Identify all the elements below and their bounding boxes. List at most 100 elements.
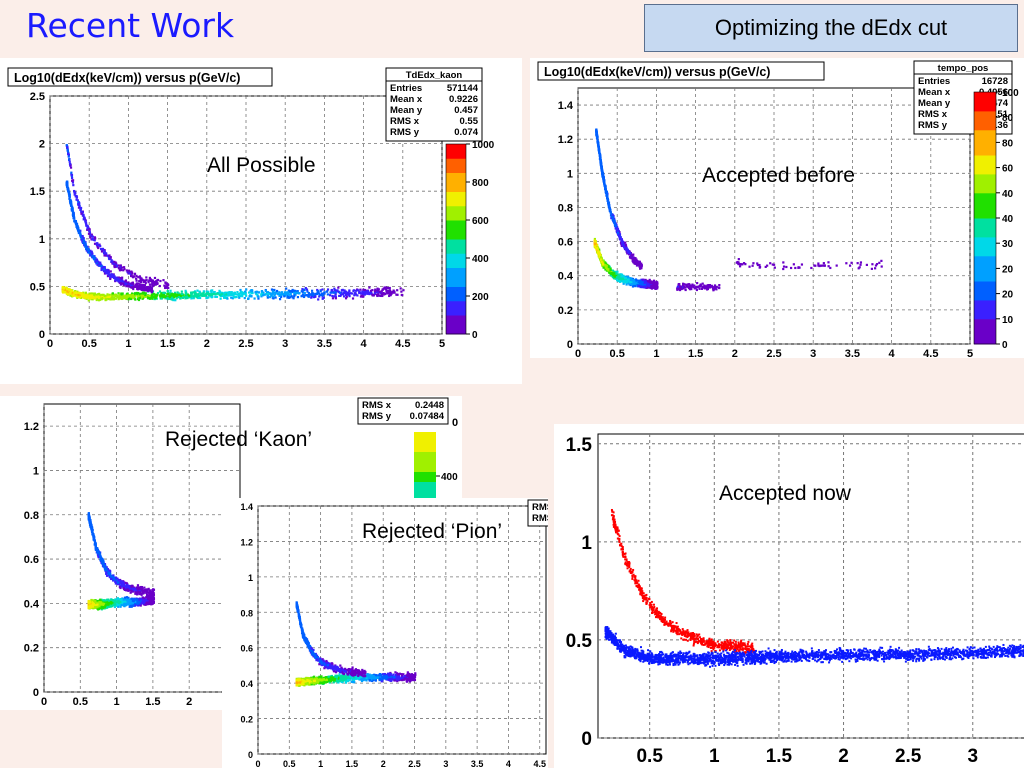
colorbar-segment xyxy=(446,220,466,226)
data-point xyxy=(159,294,162,297)
data-point xyxy=(212,292,215,296)
data-point xyxy=(73,190,76,193)
data-point xyxy=(627,251,630,254)
data-point xyxy=(396,293,399,296)
data-point xyxy=(623,276,627,280)
data-point xyxy=(140,277,143,280)
data-points xyxy=(61,144,405,302)
data-point xyxy=(196,289,199,292)
data-point xyxy=(348,295,351,298)
data-point xyxy=(758,263,761,267)
data-point xyxy=(126,270,129,274)
y-tick-label: 0 xyxy=(39,329,45,341)
data-point xyxy=(607,199,610,202)
data-point xyxy=(95,261,98,264)
data-point xyxy=(332,291,335,294)
data-point xyxy=(274,292,277,295)
x-tick-label: 3.5 xyxy=(845,348,860,358)
data-point xyxy=(230,291,233,294)
data-point xyxy=(140,288,143,291)
data-point xyxy=(619,241,623,244)
data-point xyxy=(290,290,293,293)
data-point xyxy=(638,282,641,285)
data-point xyxy=(283,295,286,298)
data-point xyxy=(106,275,110,278)
data-point xyxy=(100,297,103,300)
panel-accepted-before: 0 0.5 1 1.5 2 2.5 3 3.5 4 4.5 5 0 0.2 0.4 0.6 0.8 1 1.2 1.… xyxy=(530,58,1024,358)
data-point xyxy=(76,225,79,228)
data-point xyxy=(193,290,197,293)
data-point xyxy=(64,290,67,294)
data-point xyxy=(131,293,135,297)
data-point xyxy=(151,283,154,286)
data-point xyxy=(155,280,158,283)
colorbar-segment xyxy=(446,319,466,325)
data-point xyxy=(600,258,603,261)
data-point xyxy=(100,295,103,299)
data-point xyxy=(121,279,124,282)
data-point xyxy=(175,297,178,300)
data-point xyxy=(616,227,619,230)
y-tick-label: 0.6 xyxy=(558,237,573,249)
data-point xyxy=(70,200,73,204)
data-point xyxy=(695,285,698,289)
colorbar-tick-label: 40 xyxy=(1002,189,1014,200)
data-point xyxy=(627,278,630,281)
data-point xyxy=(98,294,102,297)
chart-accepted-before: 0 0.5 1 1.5 2 2.5 3 3.5 4 4.5 500.20.40.60.811.21.… xyxy=(537,60,1019,358)
data-point xyxy=(692,285,695,288)
data-point xyxy=(82,218,85,221)
data-point xyxy=(845,262,848,265)
colorbar-tick-label: 800 xyxy=(472,178,489,189)
data-point xyxy=(62,287,65,290)
data-point xyxy=(146,285,150,289)
data-point xyxy=(293,295,296,298)
data-point xyxy=(130,297,133,300)
data-point xyxy=(378,290,381,294)
data-point xyxy=(598,255,601,259)
data-point xyxy=(648,279,651,282)
data-point xyxy=(871,263,874,266)
data-point xyxy=(105,297,108,300)
data-point xyxy=(256,293,259,296)
data-point xyxy=(616,278,619,282)
data-point xyxy=(90,298,93,301)
data-point xyxy=(122,284,125,287)
y-tick-label: 2.5 xyxy=(30,91,45,103)
data-point xyxy=(649,283,652,286)
data-point xyxy=(143,295,146,298)
data-point xyxy=(306,290,309,293)
data-point xyxy=(326,293,329,296)
data-point xyxy=(176,294,180,297)
data-point xyxy=(149,288,152,291)
data-point xyxy=(68,162,72,166)
data-point xyxy=(711,287,715,290)
data-point xyxy=(878,261,881,264)
x-tick-label: 4.5 xyxy=(395,338,410,350)
data-point xyxy=(373,290,377,293)
data-point xyxy=(633,279,636,282)
subtitle-text: Optimizing the dEdx cut xyxy=(714,15,948,40)
data-point xyxy=(172,299,175,302)
colorbar-segment xyxy=(974,123,996,131)
data-point xyxy=(92,295,95,298)
stats-label: Mean y xyxy=(918,98,951,109)
colorbar-segment xyxy=(974,331,996,339)
data-point xyxy=(742,262,746,265)
data-point xyxy=(240,291,243,294)
data-point xyxy=(249,291,252,294)
colorbar-segment xyxy=(446,234,466,240)
data-point xyxy=(361,291,364,295)
data-point xyxy=(72,291,75,294)
data-point xyxy=(212,291,216,294)
data-point xyxy=(348,290,351,293)
data-point xyxy=(735,261,738,264)
data-point xyxy=(271,292,275,295)
data-point xyxy=(682,282,685,285)
data-point xyxy=(334,293,337,296)
data-point xyxy=(260,293,263,296)
data-point xyxy=(149,285,152,288)
data-point xyxy=(225,291,228,294)
data-point xyxy=(245,288,248,291)
stats-value: 0.151 xyxy=(984,109,1008,120)
